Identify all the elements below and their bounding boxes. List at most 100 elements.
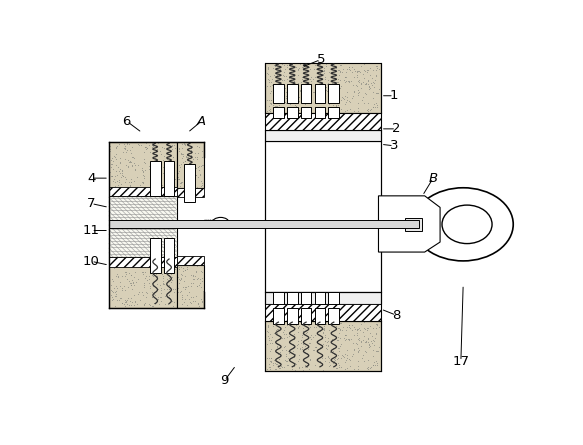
Point (138, 168, 147, 175)
Point (325, 103, 334, 110)
Text: 4: 4 (87, 172, 96, 185)
Point (264, 96, 273, 103)
Point (266, 336, 276, 343)
Point (122, 301, 132, 308)
Point (334, 345, 343, 352)
Point (329, 93, 338, 100)
Point (374, 65, 383, 73)
Point (191, 172, 201, 179)
Bar (265, 129, 381, 141)
Point (193, 275, 202, 282)
Point (178, 301, 187, 308)
Point (352, 325, 361, 332)
Point (180, 299, 189, 306)
Bar (287, 84, 298, 103)
Point (170, 181, 179, 188)
Point (348, 340, 357, 347)
Point (127, 176, 136, 183)
Point (141, 257, 150, 264)
Point (269, 98, 279, 105)
Point (289, 340, 298, 347)
Point (264, 364, 273, 371)
Point (363, 78, 373, 85)
Point (175, 264, 184, 271)
Point (126, 279, 135, 287)
Point (113, 171, 122, 178)
Point (270, 102, 279, 109)
Bar (109, 258, 177, 267)
Point (278, 318, 287, 325)
Point (198, 298, 207, 305)
Point (135, 182, 145, 189)
Point (129, 282, 139, 289)
Point (167, 142, 177, 149)
Point (160, 292, 170, 299)
Point (120, 178, 129, 186)
Point (345, 336, 354, 343)
Point (189, 162, 199, 169)
Point (335, 335, 344, 342)
Point (190, 154, 199, 161)
Point (125, 255, 135, 263)
Point (363, 326, 372, 333)
Point (294, 355, 303, 362)
Point (371, 330, 381, 337)
Point (287, 319, 297, 326)
Point (162, 168, 171, 175)
Point (303, 88, 312, 95)
Point (294, 94, 304, 101)
Point (279, 77, 289, 84)
Point (272, 348, 282, 356)
Point (271, 320, 280, 328)
Point (129, 154, 139, 162)
Point (325, 363, 334, 370)
Point (368, 94, 378, 101)
Point (284, 74, 293, 81)
Point (188, 298, 198, 305)
Point (344, 324, 353, 331)
Point (136, 263, 146, 270)
Point (134, 291, 143, 298)
Point (149, 273, 158, 280)
Point (191, 150, 200, 157)
Point (140, 299, 149, 307)
Point (287, 107, 297, 114)
Point (269, 320, 279, 327)
Point (122, 275, 132, 283)
Point (283, 322, 292, 329)
Point (187, 280, 196, 287)
Point (190, 298, 199, 305)
Point (167, 274, 177, 281)
Point (166, 170, 175, 177)
Point (345, 97, 354, 105)
Point (153, 293, 163, 300)
Bar (164, 238, 174, 273)
Point (335, 84, 345, 91)
Point (311, 343, 320, 350)
Point (275, 107, 285, 114)
Point (335, 105, 344, 113)
Point (138, 269, 147, 276)
Point (164, 182, 174, 189)
Point (164, 275, 173, 282)
Point (342, 77, 351, 85)
Point (161, 291, 171, 298)
Point (344, 64, 353, 71)
Point (191, 164, 200, 171)
Point (198, 287, 207, 294)
Point (131, 186, 141, 193)
Point (129, 256, 138, 263)
Point (126, 150, 135, 157)
Point (273, 325, 282, 332)
Point (173, 169, 182, 176)
Point (157, 298, 166, 305)
Point (138, 180, 147, 187)
Point (292, 345, 301, 352)
Point (303, 85, 312, 92)
Point (185, 299, 195, 306)
Point (106, 259, 115, 267)
Point (156, 174, 166, 181)
Point (304, 108, 314, 115)
Point (302, 329, 311, 336)
Point (274, 102, 283, 109)
